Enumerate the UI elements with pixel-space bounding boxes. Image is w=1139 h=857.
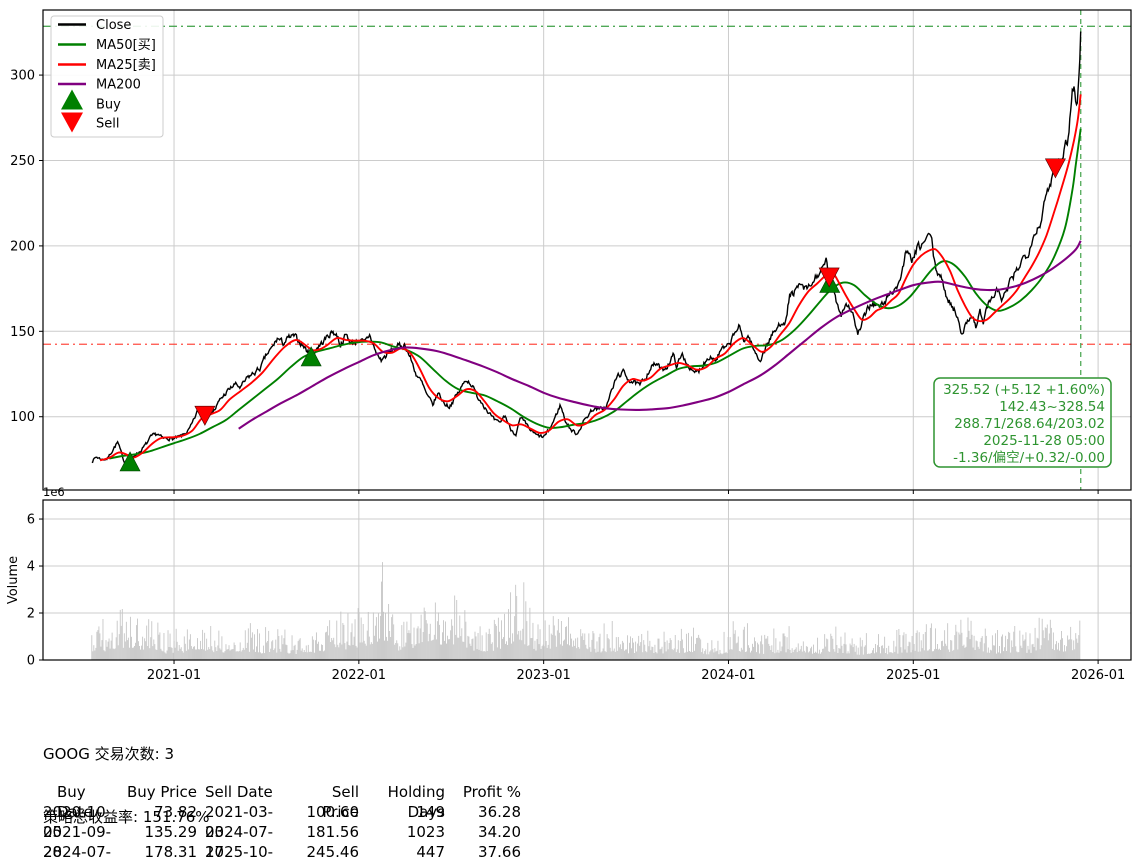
buy-marker [119, 451, 141, 472]
price-tick-label: 200 [10, 239, 35, 254]
trade-cell: 2020-10-05 [43, 803, 112, 841]
trade-cell: 135.29 [144, 823, 198, 841]
annotation-line: 288.71/268.64/203.02 [954, 416, 1105, 432]
volume-tick-label: 0 [27, 654, 35, 669]
trade-cell: 2021-03-03 [205, 803, 274, 841]
last-quote-annotation: 325.52 (+5.12 +1.60%)142.43~328.54288.71… [933, 377, 1112, 468]
date-tick-label: 2022-01 [332, 668, 386, 683]
volume-tick-label: 6 [27, 513, 35, 528]
ma50-line [109, 128, 1082, 460]
date-tick-label: 2024-01 [701, 668, 755, 683]
sell-marker [194, 405, 216, 426]
sell-marker [818, 267, 840, 288]
close-line [91, 31, 1082, 470]
annotation-line: 2025-11-28 05:00 [983, 433, 1105, 449]
trade-cell: 2024-07-18 [43, 843, 112, 857]
trade-cell: 73.82 [154, 803, 197, 821]
buy-marker [300, 346, 322, 367]
trade-cell: 181.56 [306, 823, 360, 841]
volume-plot-border [42, 499, 1132, 661]
legend-label: Sell [96, 117, 119, 132]
date-tick-label: 2023-01 [516, 668, 570, 683]
volume-axis-label: Volume [6, 556, 21, 604]
trade-table-row: 2024-07-18 178.31 2025-10-08 245.46 447 37.66 [43, 842, 521, 857]
trade-col-header: Sell Date [205, 783, 273, 801]
trade-table-header: Buy Date Buy Price Sell Date Sell Price Hold… [43, 782, 521, 821]
summary-symbol-trades: GOOG 交易次数: 3 [43, 745, 174, 763]
trade-cell: 2024-07-17 [205, 823, 274, 857]
trade-cell: 2021-09-28 [43, 823, 112, 857]
date-tick-label: 2025-01 [886, 668, 940, 683]
price-plot-border [42, 9, 1132, 491]
trade-cell: 36.28 [478, 803, 521, 821]
annotation-line: -1.36/偏空/+0.32/-0.00 [953, 450, 1105, 466]
legend-label: MA200 [96, 78, 141, 93]
price-volume-chart: 325.52 (+5.12 +1.60%)142.43~328.54288.71… [6, 9, 1132, 683]
legend-label: MA50[买] [96, 38, 156, 53]
trade-col-header: Profit % [462, 783, 521, 801]
trade-cell: 37.66 [478, 843, 521, 857]
trade-col-header: Sell Price [322, 783, 359, 821]
trade-table-row: 2020-10-05 73.82 2021-03-03 100.60 149 36.28 [43, 802, 521, 841]
legend-buy-triangle-icon [61, 89, 83, 110]
price-tick-label: 250 [10, 154, 35, 169]
legend: Close MA50[买] MA25[卖] MA200 Buy Sell [50, 15, 164, 138]
date-tick-label: 2021-01 [147, 668, 201, 683]
volume-bars [91, 562, 1081, 660]
trade-col-header: Buy Date [57, 783, 93, 821]
legend-label: Close [96, 18, 131, 33]
volume-tick-label: 2 [27, 607, 35, 622]
volume-tick-label: 4 [27, 560, 35, 575]
trade-cell: 245.46 [306, 843, 360, 857]
trade-cell: 178.31 [144, 843, 198, 857]
trade-cell: 34.20 [478, 823, 521, 841]
legend-sell-triangle-icon [61, 112, 83, 133]
sell-marker [1044, 158, 1066, 179]
summary-strategy-return: 策略总收益率: 151.76% [43, 808, 210, 826]
volume-offset-label: 1e6 [43, 485, 65, 499]
legend-label: MA25[卖] [96, 58, 156, 73]
date-tick-label: 2026-01 [1071, 668, 1125, 683]
trade-col-header: Buy Price [126, 783, 197, 801]
ma25-line [99, 94, 1082, 462]
annotation-line: 142.43~328.54 [999, 399, 1105, 415]
price-plot: 325.52 (+5.12 +1.60%)142.43~328.54288.71… [10, 9, 1132, 494]
chart-canvas: 325.52 (+5.12 +1.60%) 142.43~328.54 288.71… [6, 9, 1132, 683]
trade-cell: 149 [416, 803, 445, 821]
price-tick-label: 100 [10, 410, 35, 425]
annotation-line: 325.52 (+5.12 +1.60%) [943, 382, 1105, 398]
trade-cell: 2025-10-08 [205, 843, 274, 857]
strategy-summary: GOOG 交易次数: 3 策略总收益率: 151.76% 长期持有收益: 340… [43, 702, 210, 857]
price-tick-label: 300 [10, 69, 35, 84]
price-tick-label: 150 [10, 325, 35, 340]
trade-cell: 100.60 [306, 803, 360, 821]
volume-plot: 0 2 4 6 2021-01 2022-01 2023-01 2024-01 2025-01 2… [6, 485, 1132, 683]
trade-cell: 447 [416, 843, 445, 857]
trade-table-row: 2021-09-28 135.29 2024-07-17 181.56 1023 34.2… [43, 822, 521, 857]
trade-records-table: Buy Date Buy Price Sell Date Sell Price Hold… [43, 782, 521, 857]
trade-cell: 1023 [406, 823, 445, 841]
ma200-line [238, 240, 1082, 430]
trade-col-header: Holding Days [387, 783, 445, 821]
legend-label: Buy [96, 98, 121, 113]
